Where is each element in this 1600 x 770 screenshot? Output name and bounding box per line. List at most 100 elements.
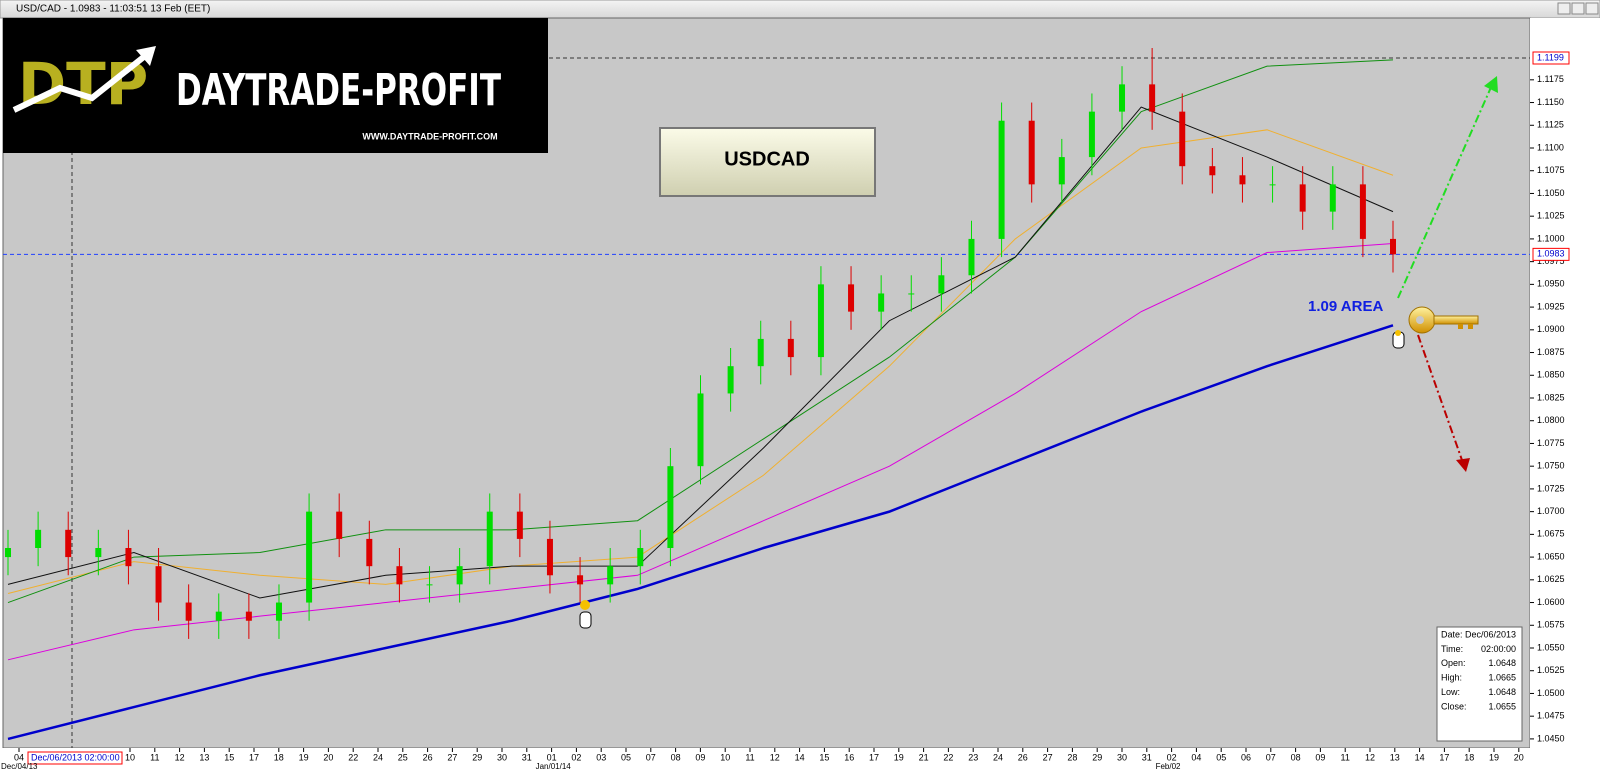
title-bar [0, 0, 1600, 19]
x-tick-label: 11 [745, 752, 754, 762]
logo-url: WWW.DAYTRADE-PROFIT.COM [362, 131, 497, 141]
candle-body [95, 548, 102, 558]
x-tick-label: 21 [919, 752, 929, 762]
candle-body [1119, 84, 1126, 112]
x-tick-label: 23 [968, 752, 978, 762]
time-axis [0, 748, 1600, 770]
y-tick-label: 1.1175 [1537, 74, 1564, 84]
candle-body [215, 611, 222, 621]
x-tick-label: 02 [1167, 752, 1177, 762]
minimize-button[interactable] [1557, 2, 1571, 15]
info-key: Date: [1441, 629, 1463, 639]
moving-average [7, 324, 1394, 741]
x-tick-label: 16 [844, 752, 854, 762]
x-tick-label: 27 [447, 752, 457, 762]
y-tick-label: 1.0450 [1537, 733, 1565, 743]
month-label: Jan/01/14 [536, 762, 572, 770]
candle-body [1149, 84, 1156, 112]
window-title: USD/CAD - 1.0983 - 11:03:51 13 Feb (EET) [16, 4, 210, 15]
candle-body [817, 284, 824, 358]
info-value: 1.0655 [1488, 701, 1516, 711]
y-tick-label: 1.0550 [1537, 642, 1565, 652]
candle-body [426, 584, 433, 586]
x-tick-label: 18 [1464, 752, 1474, 762]
candle-body [1329, 184, 1336, 212]
x-tick-label: 20 [1514, 752, 1524, 762]
up-arrow [1397, 84, 1493, 299]
key-icon [1408, 306, 1479, 334]
info-key: Close: [1441, 701, 1467, 711]
down-arrowhead [1456, 458, 1470, 472]
x-tick-label: 12 [770, 752, 780, 762]
y-tick-label: 1.0800 [1537, 415, 1565, 425]
close-button[interactable] [1585, 2, 1599, 15]
candle-body [637, 548, 644, 567]
x-tick-label: 19 [894, 752, 904, 762]
info-key: High: [1441, 673, 1462, 683]
y-tick-label: 1.1125 [1537, 120, 1564, 130]
info-value: 02:00:00 [1481, 644, 1516, 654]
x-tick-label: 18 [274, 752, 284, 762]
symbol-box [659, 127, 876, 197]
x-tick-label: 08 [1291, 752, 1301, 762]
info-value: 1.0648 [1488, 687, 1516, 697]
y-tick-label: 1.1100 [1537, 142, 1564, 152]
y-tick-label: 1.0475 [1537, 711, 1565, 721]
x-tick-label: 31 [1142, 752, 1152, 762]
candle-body [1359, 184, 1366, 239]
candle-body [336, 511, 343, 539]
x-tick-label: 07 [646, 752, 656, 762]
x-tick-label: 01 [547, 752, 557, 762]
y-tick-label: 1.0750 [1537, 461, 1565, 471]
y-tick-label: 1.0700 [1537, 506, 1565, 516]
x-tick-label: 24 [373, 752, 383, 762]
y-tick-label: 1.0725 [1537, 483, 1565, 493]
x-tick-label: 22 [348, 752, 358, 762]
candle-body [1299, 184, 1306, 212]
candle-body [396, 566, 403, 585]
window-buttons[interactable] [1557, 2, 1599, 15]
x-tick-label: 30 [1117, 752, 1127, 762]
y-tick-label: 1.1000 [1537, 233, 1565, 243]
x-tick-label: 03 [596, 752, 606, 762]
maximize-button[interactable] [1571, 2, 1585, 15]
y-tick-label: 1.0575 [1537, 620, 1565, 630]
candle-body [1239, 175, 1246, 185]
candle-body [938, 275, 945, 294]
x-tick-label: 19 [1489, 752, 1499, 762]
candle-body [1390, 238, 1396, 255]
y-tick-label: 1.1025 [1537, 211, 1565, 221]
x-tick-label: 05 [621, 752, 631, 762]
x-tick-label: 08 [671, 752, 681, 762]
candle-body [968, 238, 975, 276]
candle-body [848, 284, 855, 312]
moving-average [7, 129, 1394, 594]
candle-body [787, 338, 794, 358]
x-tick-label: 11 [150, 752, 159, 762]
price-axis [1530, 18, 1600, 748]
candle-body [275, 602, 282, 621]
moving-average [7, 106, 1394, 599]
x-tick-label: 19 [299, 752, 309, 762]
x-tick-label: 05 [1216, 752, 1226, 762]
candle-body [245, 611, 252, 621]
x-tick-label: 09 [1315, 752, 1325, 762]
x-tick-label: 17 [1439, 752, 1449, 762]
info-box [1436, 626, 1523, 742]
candle-body [486, 511, 493, 567]
x-tick-label: 17 [869, 752, 879, 762]
x-tick-label: 02 [571, 752, 581, 762]
x-tick-label: 25 [398, 752, 408, 762]
logo-arrowhead [136, 46, 156, 66]
x-tick-label: 14 [795, 752, 805, 762]
x-tick-label: 04 [1191, 752, 1201, 762]
candle-body [155, 566, 162, 603]
y-tick-label: 1.0500 [1537, 688, 1565, 698]
candle-body [1058, 157, 1065, 185]
info-value: 1.0648 [1488, 658, 1516, 668]
candle-body [757, 338, 764, 367]
candle-body [998, 120, 1005, 239]
logo-mark: DTP [18, 50, 148, 118]
